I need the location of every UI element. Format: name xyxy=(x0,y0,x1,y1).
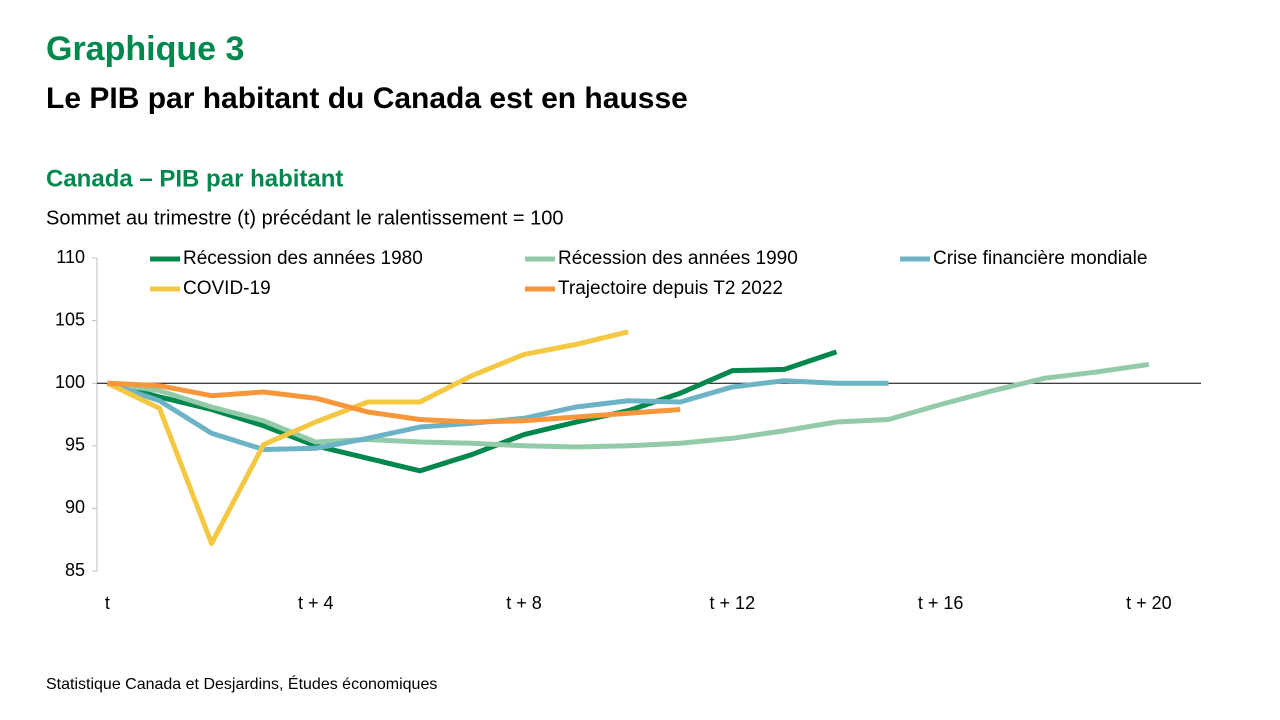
legend-label: Récession des années 1980 xyxy=(183,248,423,269)
chart-title: Graphique 3 xyxy=(46,30,244,68)
series-line xyxy=(107,380,681,425)
legend-label: COVID-19 xyxy=(183,278,271,299)
y-tick-label: 105 xyxy=(55,309,85,329)
legend-label: Crise financière mondiale xyxy=(933,248,1147,269)
series-line xyxy=(106,349,838,474)
x-tick-label: t + 20 xyxy=(1126,593,1172,613)
x-tick-label: t xyxy=(105,593,110,613)
series-line xyxy=(107,361,1150,450)
y-tick-label: 100 xyxy=(55,372,85,392)
x-tick-label: t + 16 xyxy=(918,593,964,613)
series-line xyxy=(106,329,629,546)
x-tick-label: t + 4 xyxy=(298,593,334,613)
y-tick-label: 90 xyxy=(65,497,85,517)
x-tick-label: t + 12 xyxy=(710,593,756,613)
y-axis-label: Sommet au trimestre (t) précédant le ral… xyxy=(46,207,563,229)
legend-label: Trajectoire depuis T2 2022 xyxy=(558,278,783,299)
y-tick-label: 110 xyxy=(56,247,85,267)
plot-title: Canada – PIB par habitant xyxy=(46,165,343,192)
y-tick-label: 85 xyxy=(65,560,85,580)
source: Statistique Canada et Desjardins, Études… xyxy=(46,674,437,693)
chart-subtitle: Le PIB par habitant du Canada est en hau… xyxy=(46,82,688,115)
x-tick-label: t + 8 xyxy=(506,593,542,613)
y-tick-label: 95 xyxy=(65,435,85,455)
legend-label: Récession des années 1990 xyxy=(558,248,798,269)
